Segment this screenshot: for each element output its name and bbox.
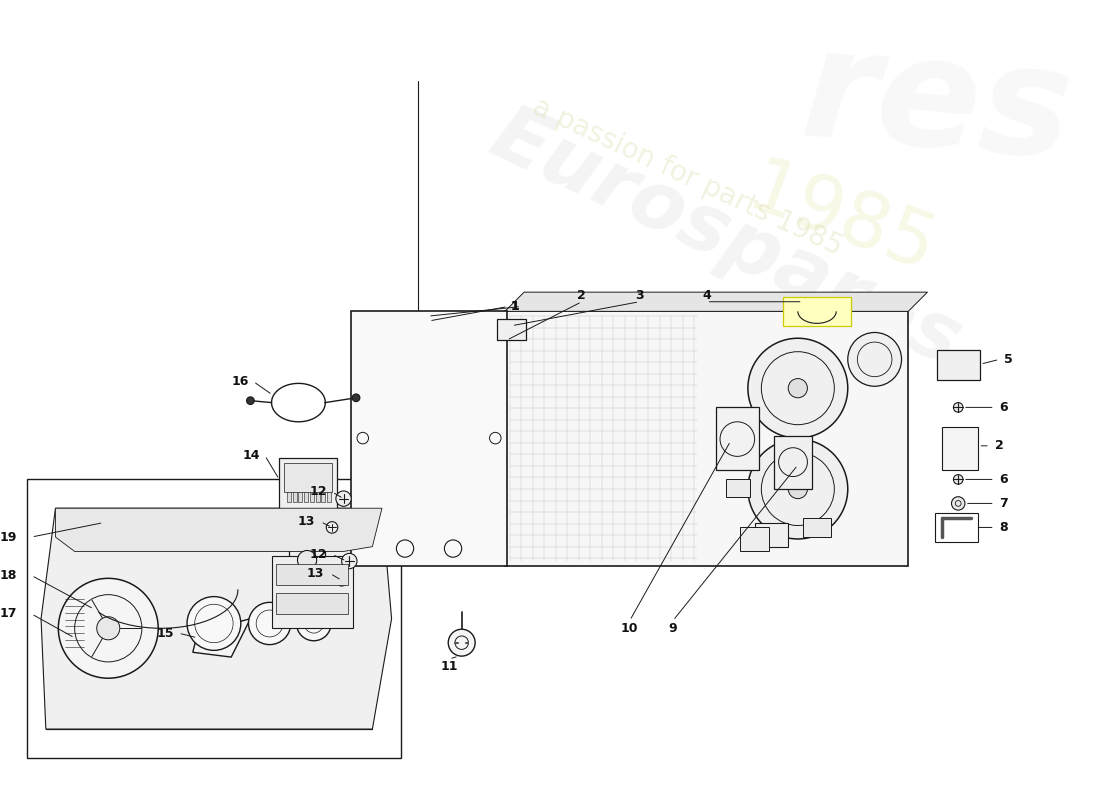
Text: 3: 3 — [635, 289, 643, 302]
Circle shape — [789, 378, 807, 398]
Bar — [497, 319, 526, 340]
Polygon shape — [55, 508, 382, 551]
Text: 19: 19 — [0, 530, 16, 543]
Text: 4: 4 — [702, 289, 711, 302]
Text: 1: 1 — [510, 300, 519, 313]
Bar — [310, 492, 314, 502]
Bar — [803, 518, 832, 537]
Text: 15: 15 — [156, 626, 174, 639]
Bar — [276, 593, 349, 614]
Bar — [505, 311, 909, 566]
Circle shape — [952, 497, 965, 510]
Circle shape — [97, 617, 120, 640]
Text: 13: 13 — [307, 567, 324, 580]
Bar — [716, 407, 759, 470]
Text: 2: 2 — [994, 439, 1003, 452]
Circle shape — [297, 606, 331, 641]
Text: 7: 7 — [1000, 497, 1009, 510]
Circle shape — [336, 491, 351, 506]
Circle shape — [352, 394, 360, 402]
Text: 18: 18 — [0, 569, 16, 582]
Bar — [321, 492, 326, 502]
Bar — [935, 513, 978, 542]
Bar — [26, 479, 401, 758]
Bar — [287, 492, 290, 502]
Bar — [272, 556, 353, 628]
Bar — [755, 522, 789, 546]
Circle shape — [297, 550, 317, 570]
Circle shape — [789, 479, 807, 498]
Text: 5: 5 — [1004, 353, 1013, 366]
Bar — [783, 297, 850, 326]
Bar — [289, 546, 326, 574]
Text: 13: 13 — [297, 515, 315, 528]
Text: 2: 2 — [578, 289, 586, 302]
Polygon shape — [41, 508, 392, 729]
Bar — [726, 479, 750, 497]
Circle shape — [748, 439, 848, 539]
Text: 10: 10 — [621, 622, 638, 634]
Text: 6: 6 — [1000, 473, 1008, 486]
Text: 12: 12 — [310, 486, 327, 498]
Text: Eurospares: Eurospares — [478, 96, 974, 382]
Circle shape — [954, 402, 962, 412]
Bar — [305, 492, 308, 502]
Circle shape — [327, 522, 338, 533]
Bar — [942, 426, 978, 470]
Bar — [293, 492, 297, 502]
Text: 6: 6 — [1000, 401, 1008, 414]
Polygon shape — [505, 292, 927, 311]
Bar — [327, 492, 331, 502]
Text: 11: 11 — [440, 660, 458, 673]
Circle shape — [249, 602, 290, 645]
Text: 1985: 1985 — [737, 152, 945, 288]
Bar — [937, 350, 980, 381]
Circle shape — [336, 574, 348, 586]
Bar — [298, 492, 302, 502]
Bar — [276, 564, 349, 585]
Text: 9: 9 — [669, 622, 678, 634]
Text: 8: 8 — [1000, 521, 1008, 534]
Circle shape — [342, 554, 358, 569]
Circle shape — [848, 333, 902, 386]
Bar — [279, 458, 337, 527]
Text: a passion for parts 1985: a passion for parts 1985 — [528, 93, 847, 261]
Text: 14: 14 — [242, 449, 260, 462]
Circle shape — [58, 578, 158, 678]
Circle shape — [954, 474, 962, 484]
Circle shape — [748, 338, 848, 438]
Circle shape — [246, 397, 254, 405]
Text: 1: 1 — [510, 300, 519, 313]
Text: 12: 12 — [310, 548, 327, 561]
Bar — [316, 492, 320, 502]
Bar — [773, 436, 812, 489]
Bar — [351, 311, 507, 566]
Text: 17: 17 — [0, 607, 16, 620]
Text: 16: 16 — [231, 375, 249, 388]
Circle shape — [448, 630, 475, 656]
Bar — [740, 527, 769, 551]
Bar — [284, 463, 332, 492]
Text: res: res — [796, 19, 1078, 191]
Circle shape — [187, 597, 241, 650]
Polygon shape — [192, 618, 251, 657]
